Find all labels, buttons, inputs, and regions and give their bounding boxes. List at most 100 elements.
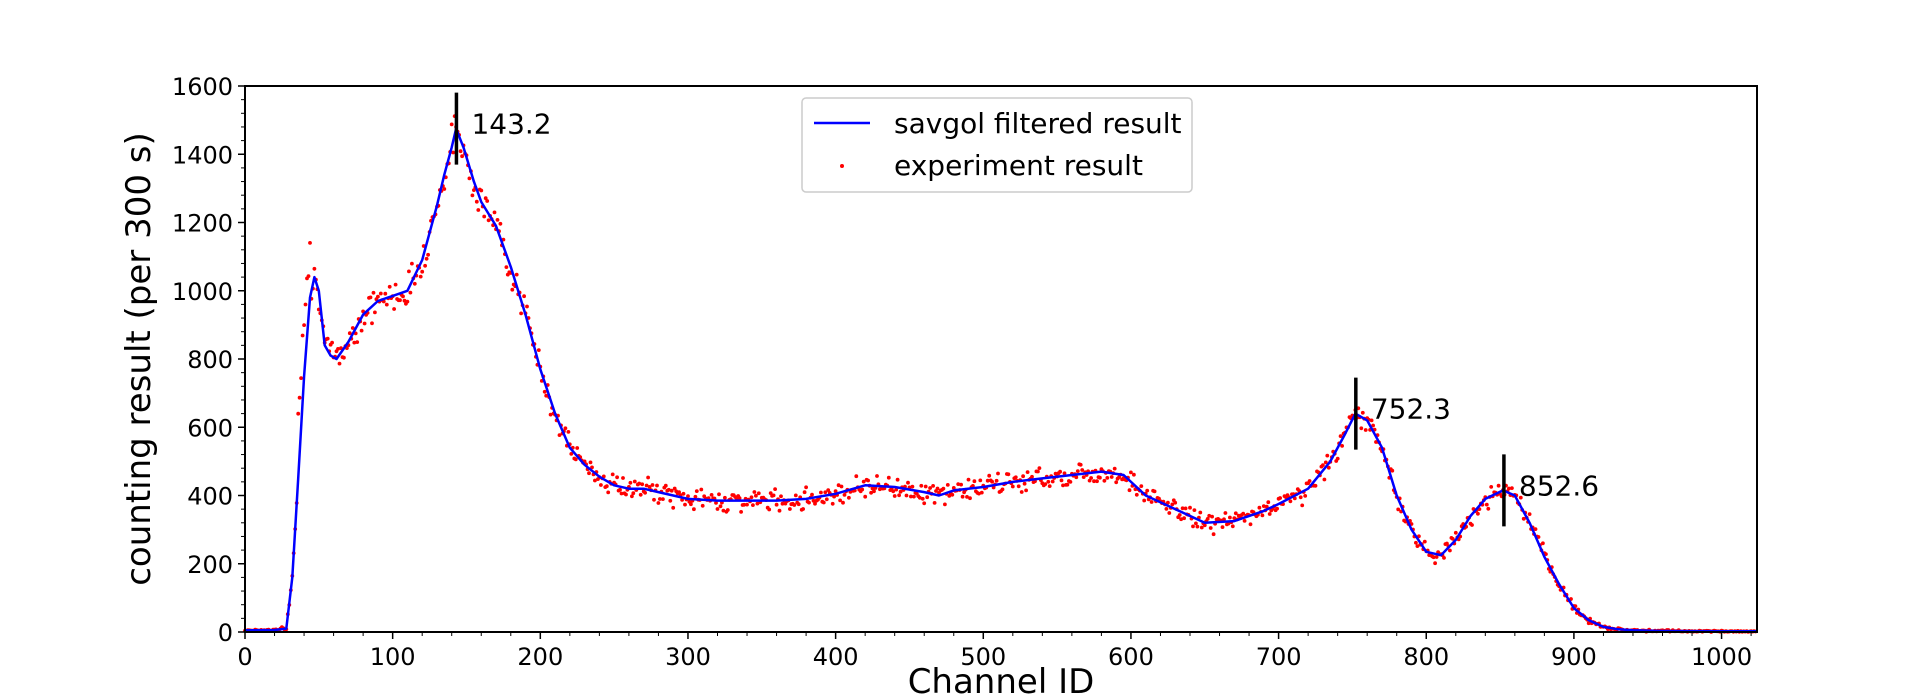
scatter-point xyxy=(1053,471,1058,476)
scatter-point xyxy=(895,477,900,482)
y-axis: 0 200 400 600 800 1000 1200 1400 1600 xyxy=(172,73,245,647)
scatter-point xyxy=(904,493,909,498)
scatter-point xyxy=(1080,468,1085,472)
scatter-point xyxy=(832,494,836,499)
scatter-point xyxy=(536,348,541,352)
scatter-point xyxy=(666,487,671,492)
scatter-point xyxy=(593,478,597,483)
scatter-point xyxy=(1445,541,1449,546)
scatter-point xyxy=(739,510,743,514)
scatter-point xyxy=(350,326,355,330)
scatter-point xyxy=(838,498,842,503)
scatter-point xyxy=(830,501,835,506)
y-axis-label: counting result (per 300 s) xyxy=(119,132,159,586)
peak-label: 752.3 xyxy=(1371,393,1451,426)
x-tick-label: 200 xyxy=(517,643,563,671)
scatter-point xyxy=(1139,484,1144,488)
scatter-point xyxy=(996,471,1000,476)
scatter-point xyxy=(482,214,487,219)
scatter-point xyxy=(470,193,475,198)
scatter-point xyxy=(892,494,897,498)
scatter-point xyxy=(498,221,503,226)
scatter-point xyxy=(1078,462,1083,467)
scatter-point xyxy=(510,287,515,292)
scatter-point xyxy=(841,500,845,505)
scatter-point xyxy=(811,498,816,503)
scatter-point xyxy=(474,199,479,204)
scatter-point xyxy=(418,274,423,279)
scatter-point xyxy=(486,218,491,223)
scatter-point xyxy=(922,501,927,506)
scatter-point xyxy=(966,477,971,482)
scatter-point xyxy=(1323,460,1328,465)
y-tick-label: 1200 xyxy=(172,210,233,238)
scatter-point xyxy=(777,508,782,513)
scatter-point xyxy=(1303,494,1308,498)
scatter-point xyxy=(1030,474,1034,479)
x-axis-label: Channel ID xyxy=(908,662,1095,700)
scatter-point xyxy=(1275,506,1279,511)
x-tick-label: 800 xyxy=(1403,643,1449,671)
scatter-point xyxy=(1233,511,1238,516)
scatter-point xyxy=(393,282,398,287)
scatter-point xyxy=(932,501,937,505)
scatter-point xyxy=(842,493,847,497)
scatter-point xyxy=(1183,506,1188,511)
scatter-point xyxy=(928,486,932,490)
scatter-point xyxy=(931,484,935,488)
scatter-point xyxy=(303,302,308,307)
scatter-point xyxy=(752,490,757,494)
x-tick-label: 300 xyxy=(665,643,711,671)
scatter-point xyxy=(573,457,578,462)
scatter-point xyxy=(610,472,615,477)
scatter-point xyxy=(1059,478,1064,483)
scatter-point xyxy=(1298,495,1303,500)
scatter-point xyxy=(947,494,952,498)
scatter-point xyxy=(1202,523,1207,528)
scatter-point xyxy=(299,376,303,380)
scatter-point xyxy=(544,393,549,398)
scatter-point xyxy=(923,484,928,489)
scatter-point xyxy=(1484,502,1489,507)
y-tick-label: 800 xyxy=(187,346,233,374)
scatter-point xyxy=(656,501,661,505)
scatter-point xyxy=(542,389,547,394)
scatter-point xyxy=(575,446,580,450)
scatter-point xyxy=(985,478,990,483)
scatter-point xyxy=(1025,470,1030,474)
scatter-point xyxy=(754,493,758,498)
scatter-point xyxy=(352,340,357,345)
scatter-point xyxy=(371,290,376,295)
line-layer xyxy=(244,127,1757,633)
scatter-point xyxy=(854,474,859,479)
scatter-point xyxy=(945,483,950,487)
scatter-point xyxy=(652,497,656,502)
scatter-point xyxy=(606,490,611,495)
scatter-point xyxy=(300,333,305,338)
scatter-point xyxy=(804,485,808,490)
scatter-point xyxy=(378,291,383,296)
legend-box xyxy=(801,97,1193,193)
scatter-point xyxy=(1338,434,1343,438)
scatter-point xyxy=(1261,504,1266,508)
scatter-point xyxy=(632,479,637,484)
scatter-point xyxy=(677,490,681,494)
scatter-point xyxy=(1198,510,1203,515)
scatter-point xyxy=(1164,507,1169,511)
scatter-point xyxy=(588,460,593,465)
x-tick-label: 700 xyxy=(1256,643,1302,671)
scatter-point xyxy=(519,311,523,316)
annotation-layer: 143.2 752.3 852.6 xyxy=(454,92,1599,527)
legend-label-savgol: savgol filtered result xyxy=(894,107,1182,140)
scatter-point xyxy=(557,433,562,437)
scatter-point xyxy=(647,485,652,489)
scatter-point xyxy=(950,492,955,497)
scatter-point xyxy=(483,196,488,201)
scatter-point xyxy=(714,501,718,505)
scatter-point xyxy=(1433,561,1437,566)
scatter-point xyxy=(1000,487,1005,492)
scatter-point xyxy=(1092,479,1096,484)
scatter-point xyxy=(1220,525,1225,529)
scatter-point xyxy=(1177,513,1182,517)
